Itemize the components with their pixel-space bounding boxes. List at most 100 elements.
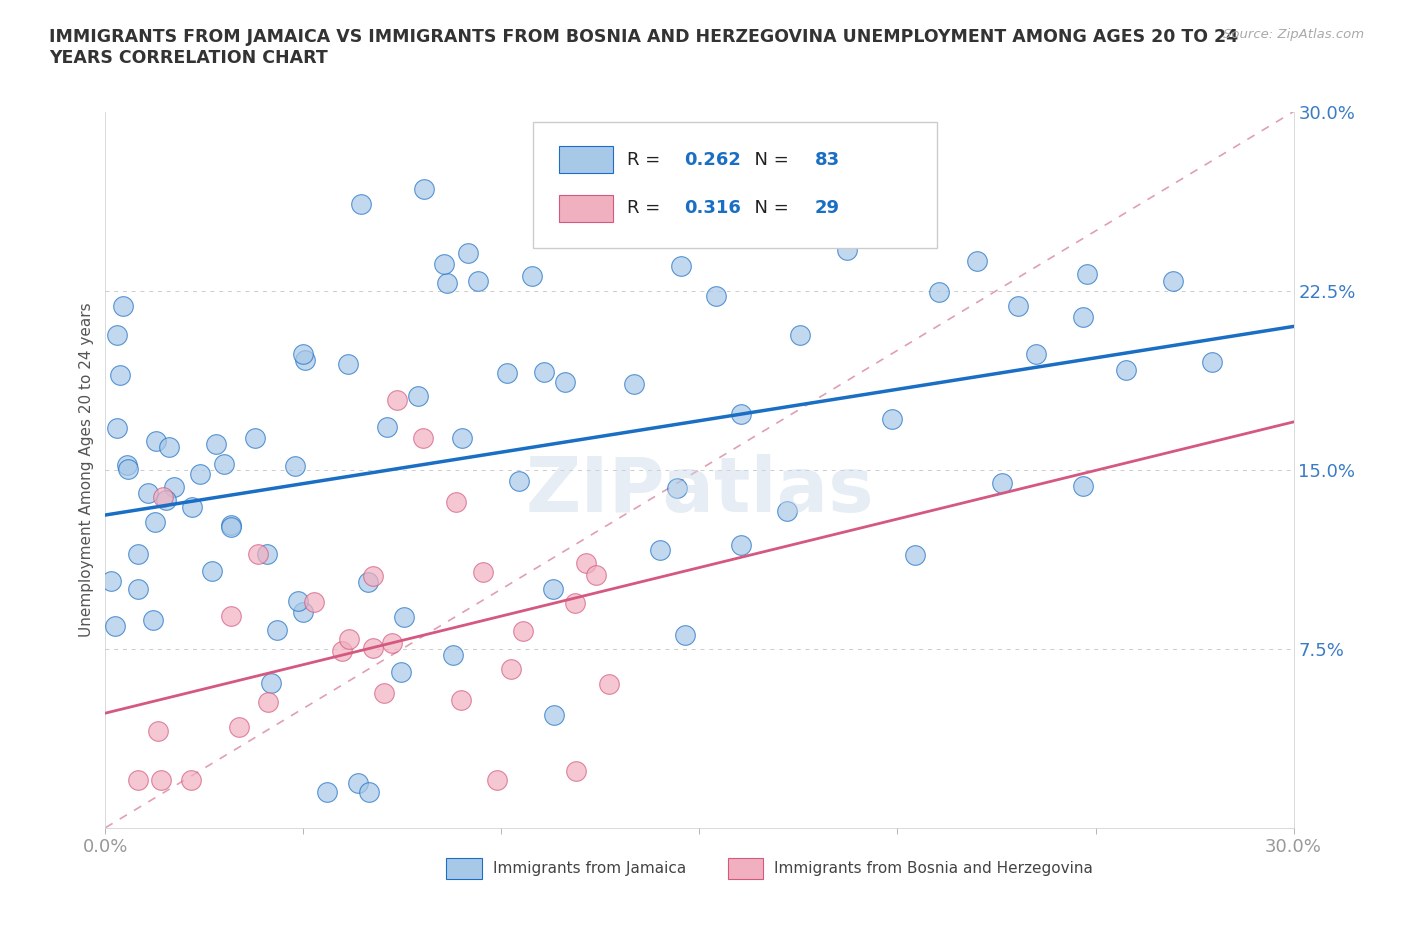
Point: [666, 480, 689, 495]
Point: [966, 253, 988, 268]
Point: [256, 547, 278, 562]
Point: [776, 503, 799, 518]
Point: [143, 514, 166, 529]
Point: [247, 547, 270, 562]
Point: [392, 609, 415, 624]
Point: [704, 288, 727, 303]
Point: [105, 421, 128, 436]
Point: [851, 193, 873, 208]
Point: [292, 604, 315, 619]
Point: [457, 246, 479, 260]
Point: [110, 367, 132, 382]
Point: [730, 538, 752, 552]
Point: [291, 346, 314, 361]
Point: [991, 476, 1014, 491]
Point: [284, 458, 307, 473]
Point: [1025, 347, 1047, 362]
Point: [433, 257, 456, 272]
Text: Source: ZipAtlas.com: Source: ZipAtlas.com: [1223, 28, 1364, 41]
Point: [155, 493, 177, 508]
Point: [1161, 273, 1184, 288]
Point: [260, 676, 283, 691]
Point: [1007, 299, 1029, 313]
Point: [127, 547, 149, 562]
Point: [204, 437, 226, 452]
Point: [330, 644, 353, 658]
Point: [745, 202, 768, 217]
Point: [219, 518, 242, 533]
Point: [142, 612, 165, 627]
Point: [180, 773, 202, 788]
Point: [157, 440, 180, 455]
Point: [446, 495, 468, 510]
Point: [337, 631, 360, 646]
Point: [336, 356, 359, 371]
Text: IMMIGRANTS FROM JAMAICA VS IMMIGRANTS FROM BOSNIA AND HERZEGOVINA UNEMPLOYMENT A: IMMIGRANTS FROM JAMAICA VS IMMIGRANTS FR…: [49, 28, 1239, 67]
Point: [554, 374, 576, 389]
Text: Immigrants from Bosnia and Herzegovina: Immigrants from Bosnia and Herzegovina: [773, 861, 1092, 876]
Text: 0.316: 0.316: [685, 199, 741, 218]
Point: [903, 547, 925, 562]
Point: [508, 473, 530, 488]
Point: [413, 182, 436, 197]
Point: [385, 392, 408, 407]
Point: [105, 327, 128, 342]
Point: [389, 664, 412, 679]
Point: [363, 640, 385, 655]
Point: [373, 685, 395, 700]
Text: 83: 83: [814, 151, 839, 168]
Point: [302, 594, 325, 609]
Point: [359, 785, 381, 800]
Point: [496, 365, 519, 380]
Point: [1115, 363, 1137, 378]
Point: [585, 567, 607, 582]
Point: [117, 462, 139, 477]
Point: [543, 708, 565, 723]
Point: [104, 618, 127, 633]
Text: 0.262: 0.262: [685, 151, 741, 168]
Point: [115, 458, 138, 472]
Point: [623, 377, 645, 392]
Point: [1071, 479, 1094, 494]
Point: [598, 676, 620, 691]
Point: [520, 269, 543, 284]
Text: 29: 29: [814, 199, 839, 218]
Point: [835, 243, 858, 258]
Point: [1076, 267, 1098, 282]
Text: ZIPatlas: ZIPatlas: [526, 454, 873, 528]
Point: [485, 773, 508, 788]
Y-axis label: Unemployment Among Ages 20 to 24 years: Unemployment Among Ages 20 to 24 years: [79, 302, 94, 637]
Point: [441, 647, 464, 662]
Point: [266, 623, 288, 638]
Point: [146, 724, 169, 739]
FancyBboxPatch shape: [560, 194, 613, 222]
Point: [381, 635, 404, 650]
Point: [928, 285, 950, 299]
Point: [163, 480, 186, 495]
Point: [145, 433, 167, 448]
Point: [136, 485, 159, 500]
Point: [1201, 354, 1223, 369]
Point: [112, 299, 135, 313]
Point: [294, 352, 316, 367]
Point: [245, 431, 267, 445]
Text: Immigrants from Jamaica: Immigrants from Jamaica: [494, 861, 686, 876]
Point: [564, 596, 586, 611]
Point: [450, 693, 472, 708]
Point: [375, 419, 398, 434]
Point: [152, 490, 174, 505]
Point: [257, 695, 280, 710]
Point: [219, 609, 242, 624]
Point: [541, 581, 564, 596]
Point: [408, 389, 430, 404]
Text: N =: N =: [744, 151, 794, 168]
Point: [436, 276, 458, 291]
Point: [149, 773, 172, 788]
Point: [1071, 310, 1094, 325]
Point: [357, 575, 380, 590]
FancyBboxPatch shape: [560, 146, 613, 173]
Point: [648, 542, 671, 557]
Text: R =: R =: [627, 199, 666, 218]
Point: [287, 593, 309, 608]
Point: [564, 764, 586, 778]
